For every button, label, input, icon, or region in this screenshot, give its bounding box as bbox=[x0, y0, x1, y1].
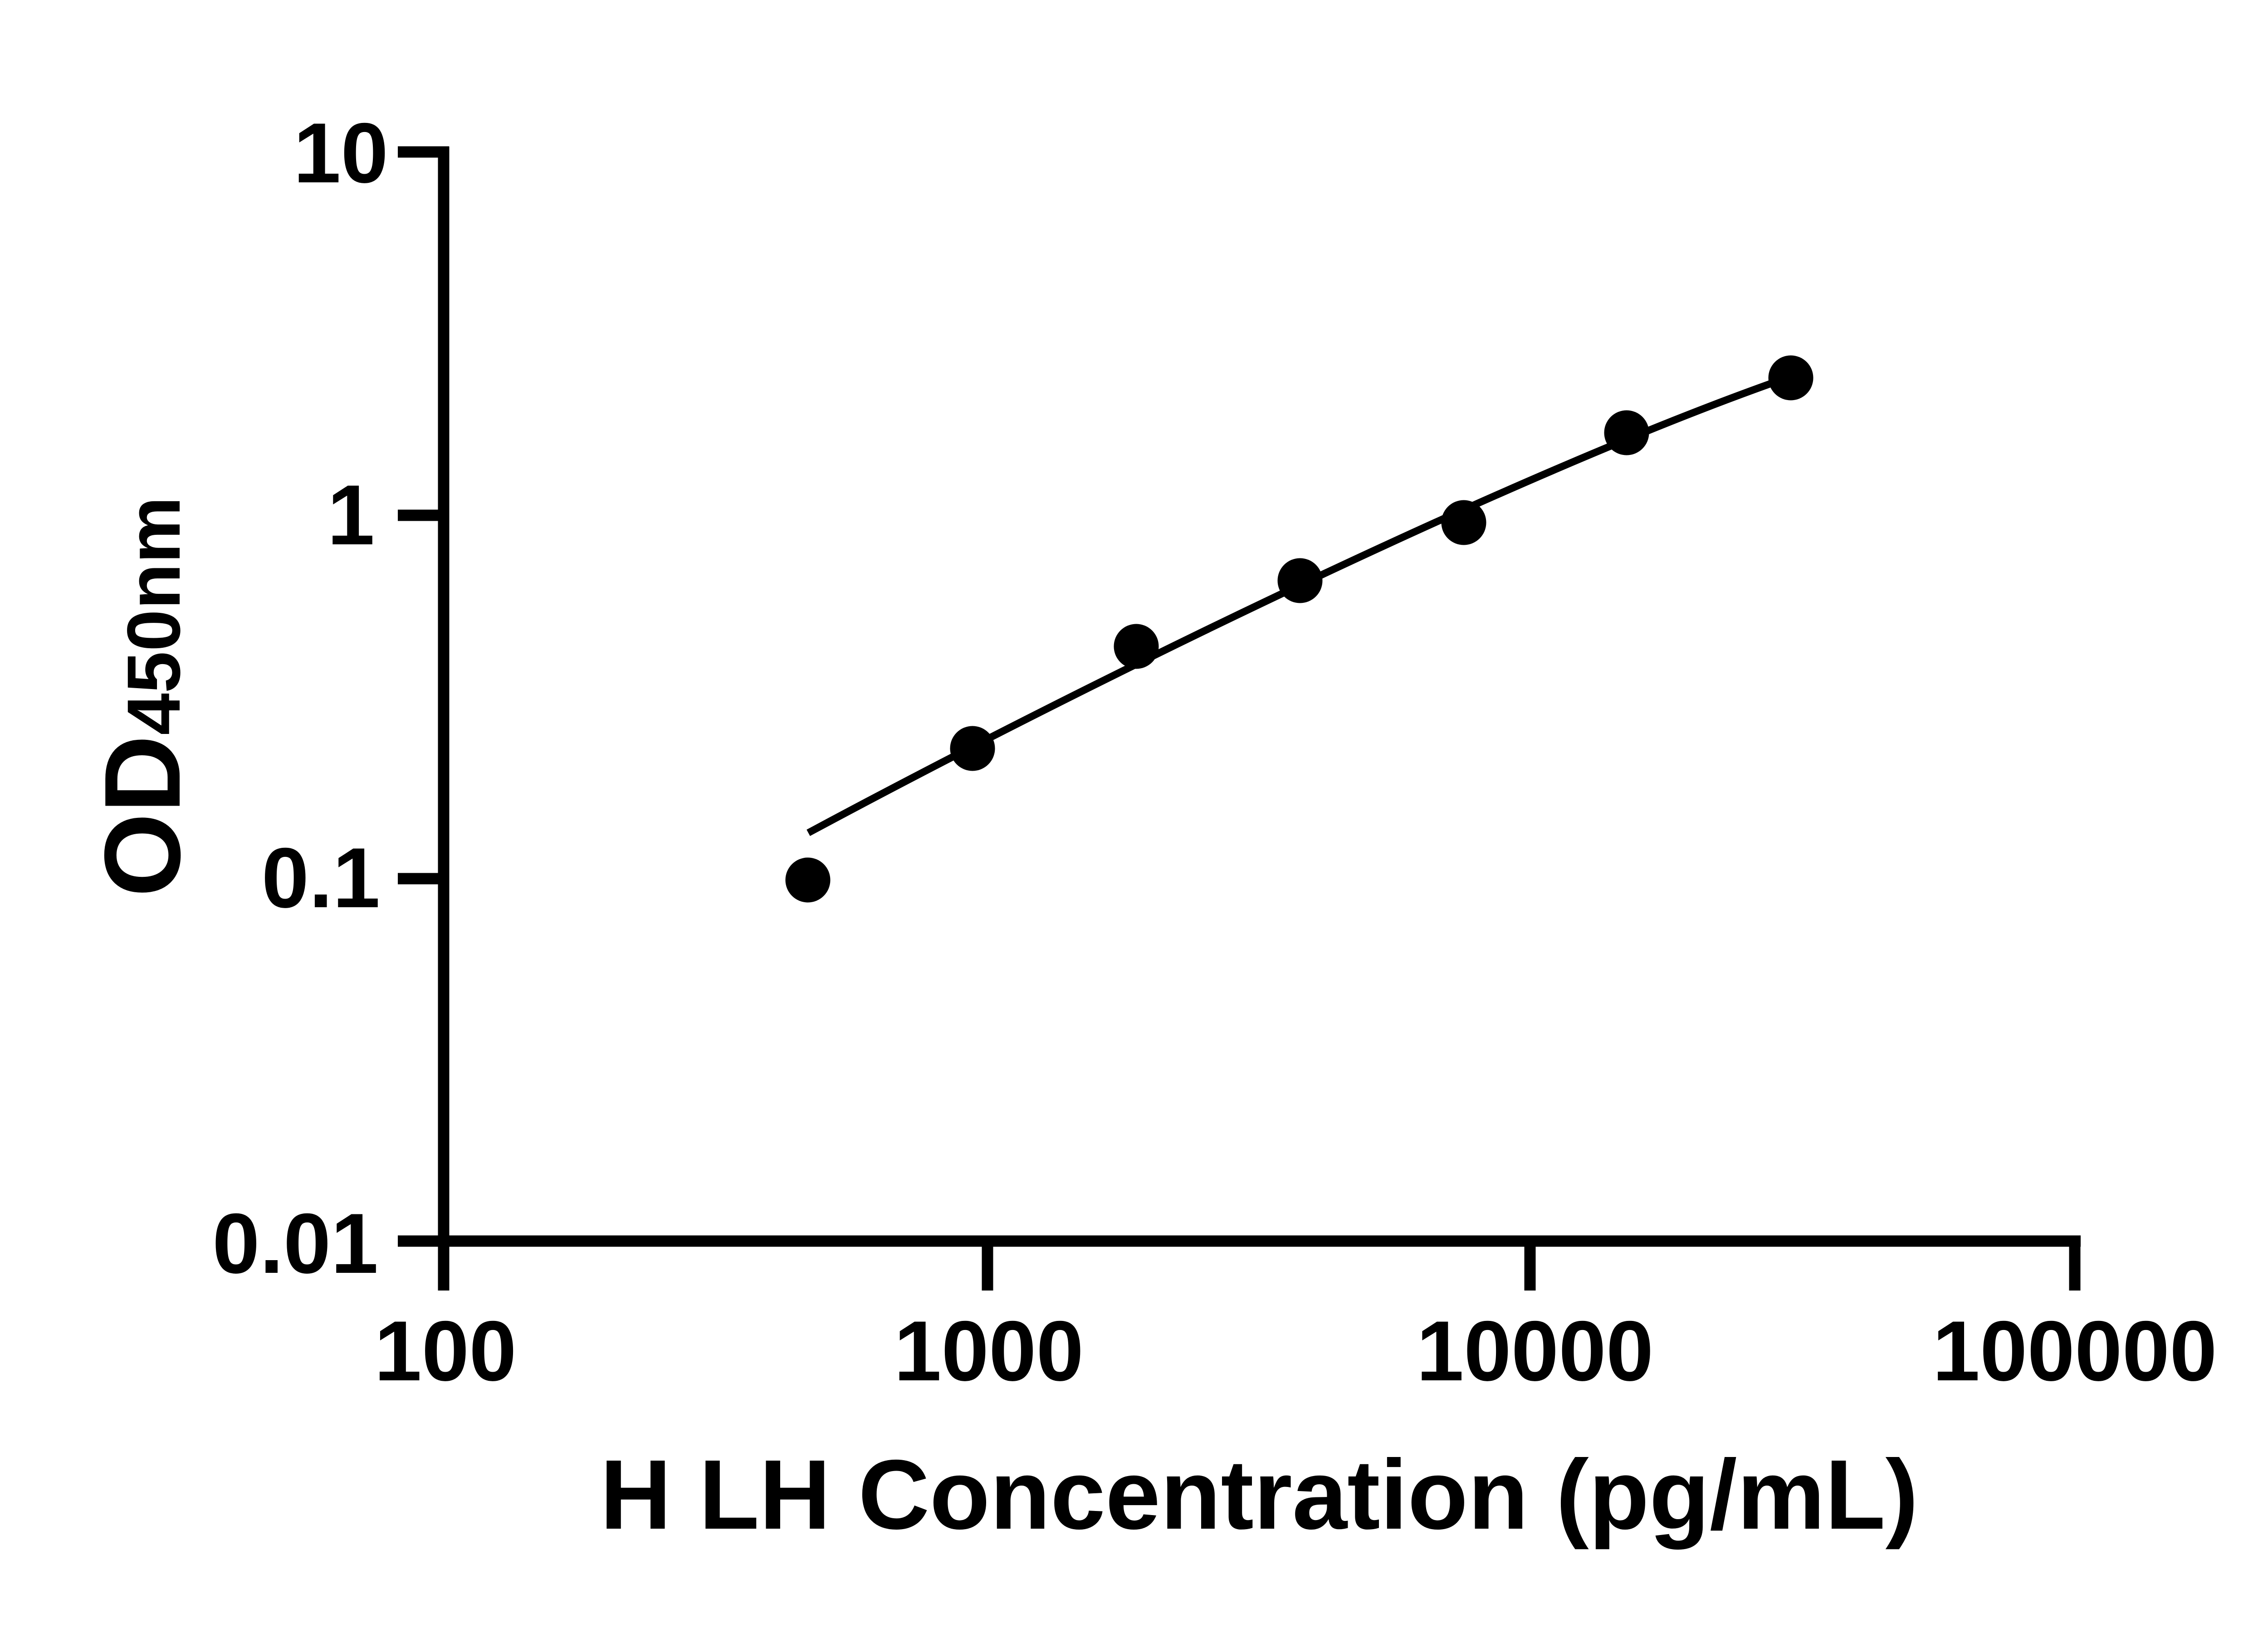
svg-text:100: 100 bbox=[374, 1303, 517, 1398]
svg-text:1: 1 bbox=[327, 467, 375, 562]
svg-text:10000: 10000 bbox=[1417, 1303, 1654, 1398]
svg-text:100000: 100000 bbox=[1932, 1303, 2217, 1398]
svg-text:10: 10 bbox=[293, 105, 388, 200]
svg-text:0.1: 0.1 bbox=[262, 830, 380, 925]
svg-text:1000: 1000 bbox=[894, 1303, 1084, 1398]
svg-text:0.01: 0.01 bbox=[212, 1196, 378, 1291]
svg-text:H LH Concentration (pg/mL): H LH Concentration (pg/mL) bbox=[600, 1440, 1918, 1550]
